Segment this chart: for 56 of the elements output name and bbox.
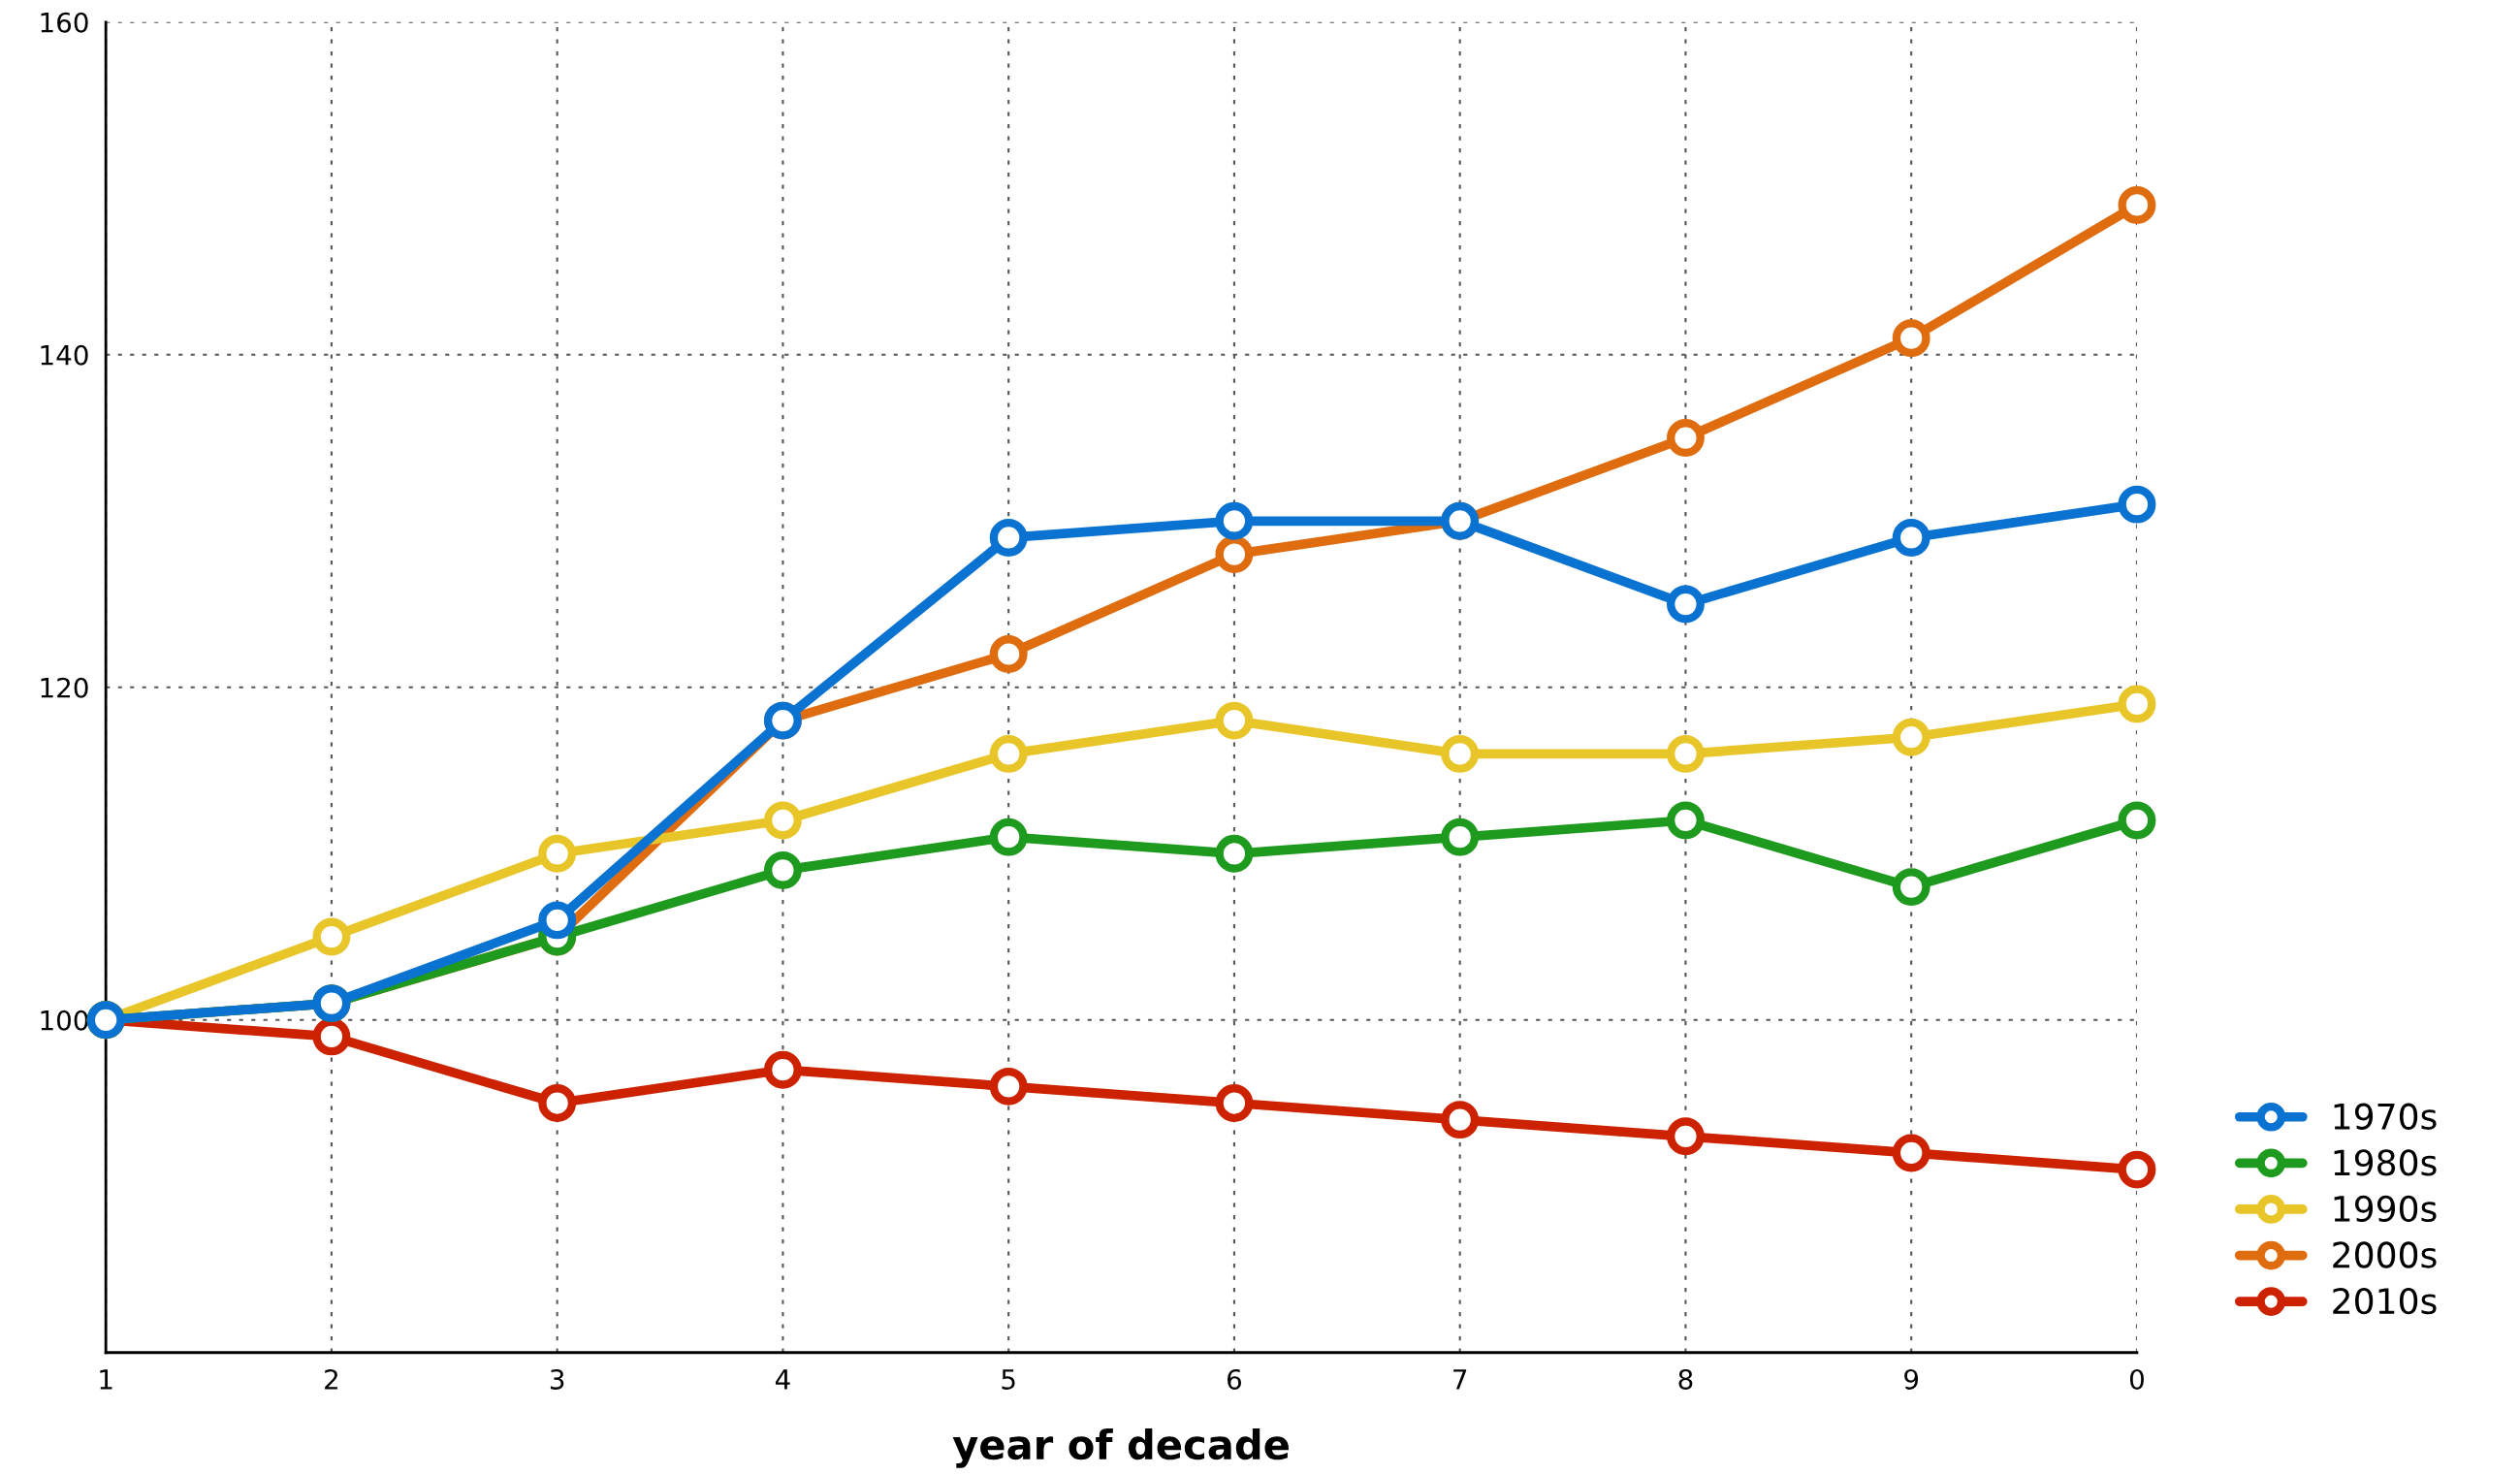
point [2118, 685, 2156, 723]
x-tick-label: 2 [325, 1368, 337, 1390]
point [763, 801, 802, 840]
y-tick-label: 140 [41, 344, 88, 366]
legend-label: 2010s [2333, 1287, 2437, 1315]
point [1892, 519, 1930, 557]
point [989, 734, 1028, 773]
x-tick-label: 5 [1002, 1369, 1015, 1390]
point [1215, 535, 1254, 574]
point [989, 635, 1028, 673]
point [1892, 718, 1930, 756]
point [1892, 319, 1930, 358]
point [1667, 734, 1705, 773]
point [989, 818, 1028, 856]
point [1215, 501, 1254, 540]
legend-label: 1970s [2334, 1103, 2437, 1130]
point [989, 519, 1028, 557]
x-tick-label: 1 [100, 1369, 112, 1390]
legend-label: 2000s [2333, 1241, 2437, 1268]
x-axis-title: year of decade [952, 1428, 1289, 1468]
y-tick-label: 120 [41, 677, 88, 698]
point [538, 1084, 577, 1122]
point [1667, 801, 1705, 840]
x-tick-label: 0 [2129, 1368, 2144, 1390]
point [1215, 1084, 1254, 1122]
legend-label: 1980s [2334, 1149, 2437, 1176]
point [538, 901, 577, 940]
point [1441, 1101, 1480, 1139]
x-tick-label: 6 [1228, 1368, 1242, 1390]
point [1441, 818, 1480, 856]
point [1667, 419, 1705, 457]
x-tick-label: 9 [1904, 1368, 1919, 1390]
x-tick-label: 8 [1678, 1368, 1693, 1390]
point [1215, 701, 1254, 740]
y-tick-label: 160 [41, 12, 88, 33]
point [1215, 834, 1254, 873]
x-tick-label: 7 [1453, 1369, 1467, 1390]
point [312, 917, 351, 956]
point [2118, 1150, 2156, 1189]
point [989, 1067, 1028, 1106]
point [1667, 1117, 1705, 1156]
point [1892, 1134, 1930, 1172]
point [2118, 186, 2156, 224]
x-tick-label: 3 [550, 1368, 564, 1390]
point [763, 1050, 802, 1089]
point [312, 1017, 351, 1056]
x-tick-label: 4 [775, 1369, 790, 1390]
point [538, 834, 577, 873]
point [1892, 868, 1930, 907]
point [2118, 485, 2156, 524]
point [1667, 585, 1705, 624]
point [2118, 801, 2156, 840]
y-tick-label: 100 [41, 1010, 88, 1031]
point [763, 850, 802, 889]
legend-label: 1990s [2334, 1195, 2437, 1223]
point [1441, 734, 1480, 773]
